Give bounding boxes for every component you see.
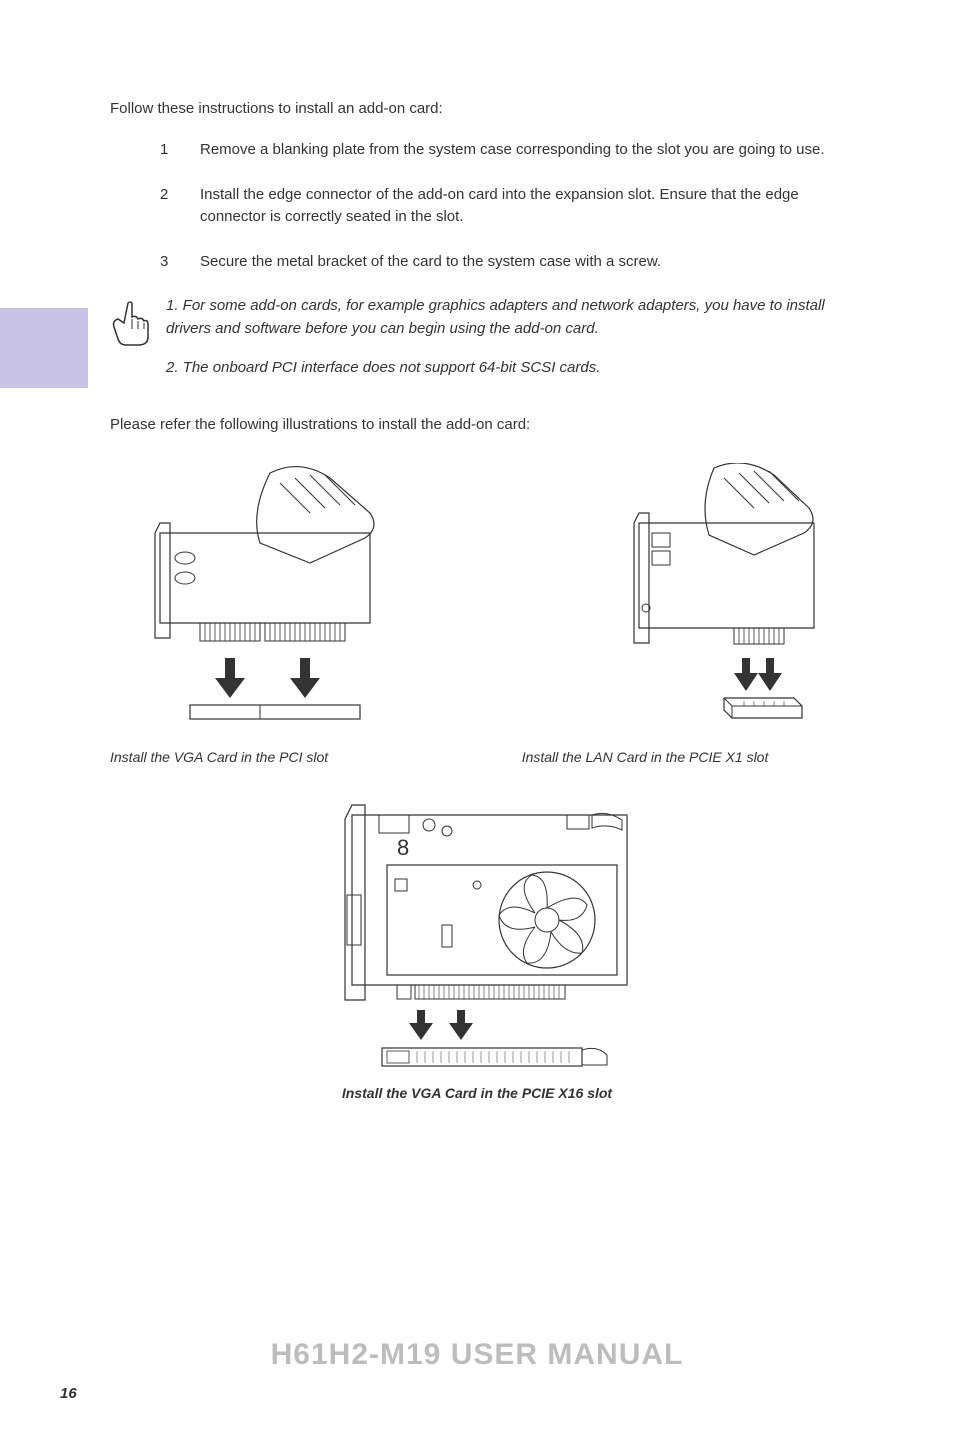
caption-pcie-x16: Install the VGA Card in the PCIE X16 slo… — [342, 1085, 612, 1101]
page-number: 16 — [60, 1385, 77, 1402]
illustration-row — [110, 463, 844, 723]
pci-card-diagram — [110, 463, 420, 723]
pointing-hand-icon — [110, 299, 154, 349]
step-text: Secure the metal bracket of the card to … — [200, 251, 834, 274]
pcie-x1-card-diagram — [584, 463, 844, 723]
pcie-x16-card-diagram: 8 — [287, 795, 667, 1075]
steps-list: 1 Remove a blanking plate from the syste… — [110, 139, 844, 273]
note-block: 1. For some add-on cards, for example gr… — [110, 295, 844, 349]
sidebar-accent — [0, 308, 88, 388]
step-number: 2 — [160, 184, 200, 229]
caption-pci: Install the VGA Card in the PCI slot — [110, 749, 462, 765]
refer-text: Please refer the following illustrations… — [110, 416, 844, 433]
step-number: 3 — [160, 251, 200, 274]
caption-pcie-x1: Install the LAN Card in the PCIE X1 slot — [492, 749, 844, 765]
step-text: Remove a blanking plate from the system … — [200, 139, 834, 162]
illustration-pci — [110, 463, 420, 723]
step-item: 1 Remove a blanking plate from the syste… — [160, 139, 834, 162]
footer-title: H61H2-M19 USER MANUAL — [0, 1338, 954, 1372]
step-item: 2 Install the edge connector of the add-… — [160, 184, 834, 229]
step-item: 3 Secure the metal bracket of the card t… — [160, 251, 834, 274]
illustration-pcie-x1 — [584, 463, 844, 723]
caption-row: Install the VGA Card in the PCI slot Ins… — [110, 741, 844, 765]
intro-text: Follow these instructions to install an … — [110, 100, 844, 117]
step-number: 1 — [160, 139, 200, 162]
note-text-2: 2. The onboard PCI interface does not su… — [166, 357, 844, 380]
step-text: Install the edge connector of the add-on… — [200, 184, 834, 229]
illustration-pcie-x16: 8 Install t — [110, 795, 844, 1161]
note-text-1: 1. For some add-on cards, for example gr… — [166, 295, 844, 340]
svg-text:8: 8 — [397, 835, 409, 860]
